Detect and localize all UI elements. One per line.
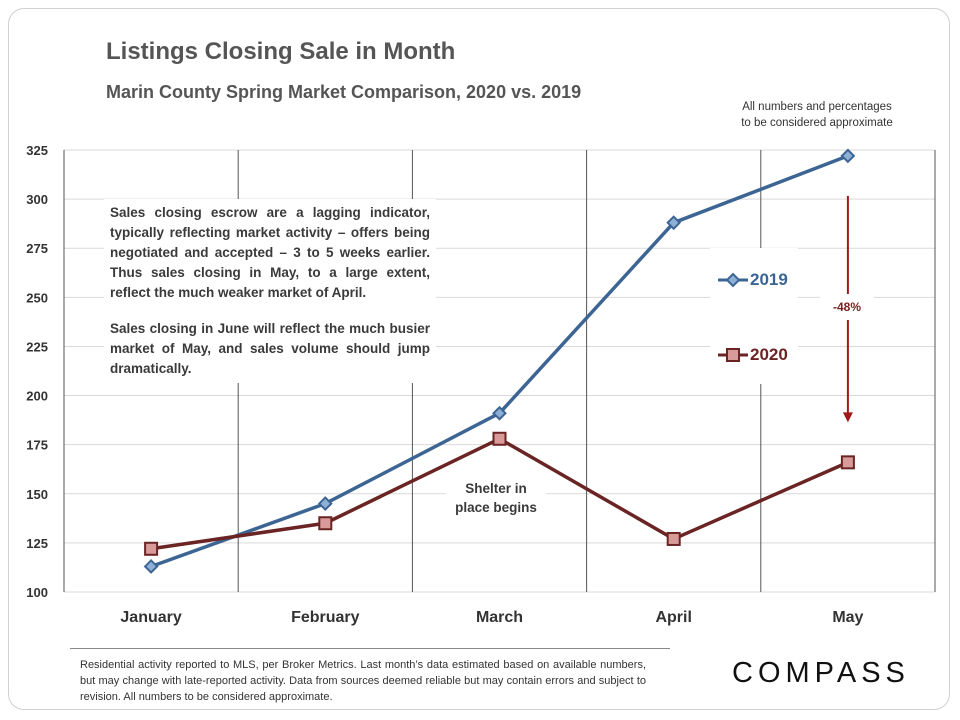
y-tick-label-325: 325	[26, 143, 48, 158]
explanatory-note: Sales closing escrow are a lagging indic…	[104, 199, 436, 383]
y-tick-label-250: 250	[26, 290, 48, 305]
percent-change-label: -48%	[820, 294, 874, 320]
shelter-annotation-line-1: Shelter in	[465, 481, 527, 496]
slide-frame	[8, 8, 950, 710]
legend-marker-2020	[718, 348, 748, 362]
legend-label-2020: 2020	[750, 345, 788, 364]
chart-legend: 2019 2020	[710, 248, 798, 384]
compass-logo: COMPASS	[732, 657, 910, 689]
y-tick-label-225: 225	[26, 339, 48, 354]
shelter-annotation: Shelter in place begins	[446, 479, 546, 517]
point-2019-february	[317, 496, 333, 512]
chart-title: Listings Closing Sale in Month	[106, 38, 456, 65]
top-disclaimer-line-2: to be considered approximate	[741, 117, 893, 129]
x-tick-label-may: May	[832, 609, 863, 626]
point-2020-may	[840, 455, 855, 470]
x-tick-label-february: February	[291, 609, 360, 626]
chart-subtitle: Marin County Spring Market Comparison, 2…	[106, 82, 582, 102]
point-2019-march	[492, 405, 507, 421]
note-paragraph-1: Sales closing escrow are a lagging indic…	[110, 205, 430, 300]
y-tick-label-100: 100	[26, 585, 48, 600]
top-disclaimer-line-1: All numbers and percentages	[742, 101, 892, 113]
x-tick-label-january: January	[120, 609, 181, 626]
y-tick-label-275: 275	[26, 241, 48, 256]
x-tick-label-march: March	[476, 609, 523, 626]
top-disclaimer: All numbers and percentages to be consid…	[712, 99, 922, 131]
y-tick-label-300: 300	[26, 192, 48, 207]
note-paragraph-2: Sales closing in June will reflect the m…	[110, 321, 430, 376]
point-2019-january	[143, 559, 159, 574]
y-tick-label-200: 200	[26, 389, 48, 404]
point-2020-february	[318, 516, 333, 531]
footer-note: Residential activity reported to MLS, pe…	[80, 659, 646, 703]
y-tick-label-125: 125	[26, 536, 48, 551]
point-2019-april	[666, 215, 682, 231]
y-tick-label-150: 150	[26, 487, 48, 502]
legend-item-2019: 2019	[718, 270, 788, 290]
legend-label-2019: 2019	[750, 270, 788, 289]
point-2020-january	[144, 541, 159, 556]
y-tick-label-175: 175	[26, 438, 48, 453]
shelter-annotation-line-2: place begins	[455, 500, 537, 515]
legend-item-2020: 2020	[718, 345, 788, 365]
x-tick-label-april: April	[655, 609, 691, 626]
legend-marker-2019	[718, 272, 748, 288]
footer-divider	[70, 648, 670, 649]
change-arrow-head	[842, 412, 853, 423]
point-2019-may	[840, 148, 856, 164]
point-2020-march	[492, 431, 507, 446]
point-2020-april	[666, 531, 681, 546]
